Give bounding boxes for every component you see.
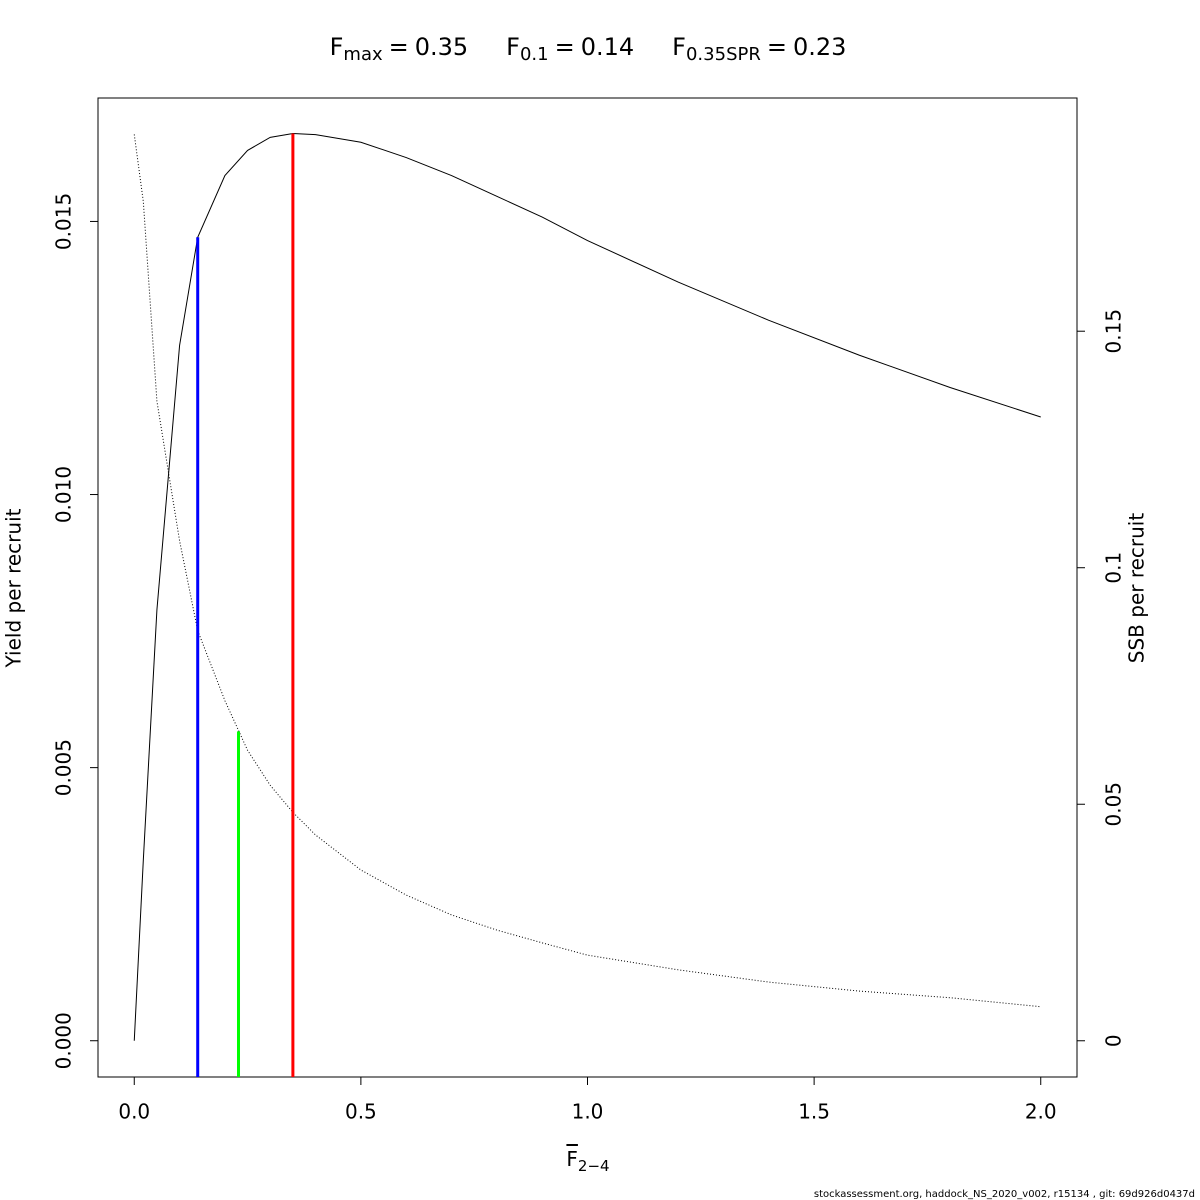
x-tick-label: 0.5 xyxy=(345,1100,377,1124)
series-line xyxy=(133,133,1041,1041)
y2-tick-label: 0.15 xyxy=(1102,309,1126,354)
y2-axis-label: SSB per recruit xyxy=(1125,513,1149,664)
y2-tick-label: 0.1 xyxy=(1102,552,1126,584)
y-axis-label: Yield per recruit xyxy=(2,508,26,668)
title-value: 0.35 xyxy=(415,33,468,61)
x-tick-label: 2.0 xyxy=(1025,1100,1057,1124)
title-relation: = xyxy=(767,33,787,61)
title-symbol: F xyxy=(330,33,344,61)
title-subscript: 0.1 xyxy=(520,44,549,65)
y-tick-label: 0.015 xyxy=(52,193,76,250)
title-relation: = xyxy=(555,33,575,61)
x-tick-label: 0.0 xyxy=(118,1100,150,1124)
y-tick-label: 0.005 xyxy=(52,739,76,796)
title-relation: = xyxy=(389,33,409,61)
footer: stockassessment.org, haddock_NS_2020_v00… xyxy=(814,1189,1195,1200)
series-line xyxy=(133,134,1041,1008)
x-label-main: F xyxy=(566,1147,578,1171)
y-tick-label: 0.000 xyxy=(52,1012,76,1069)
y-tick-label: 0.010 xyxy=(52,466,76,523)
title-subscript: max xyxy=(343,44,383,65)
chart-title: Fmax = 0.35 F0.1 = 0.14 F0.35SPR = 0.23 xyxy=(330,33,847,65)
y2-tick-label: 0 xyxy=(1102,1034,1126,1047)
x-tick-label: 1.5 xyxy=(798,1100,830,1124)
x-tick-label: 1.0 xyxy=(572,1100,604,1124)
x-axis-label: F2−4 xyxy=(566,1147,609,1175)
title-symbol: F xyxy=(672,33,686,61)
y2-tick-label: 0.05 xyxy=(1102,782,1126,827)
x-label-sub: 2−4 xyxy=(578,1157,610,1175)
plot-frame xyxy=(97,97,1078,1078)
title-subscript: 0.35SPR xyxy=(686,44,761,65)
title-value: 0.14 xyxy=(581,33,634,61)
title-symbol: F xyxy=(506,33,520,61)
title-value: 0.23 xyxy=(793,33,846,61)
